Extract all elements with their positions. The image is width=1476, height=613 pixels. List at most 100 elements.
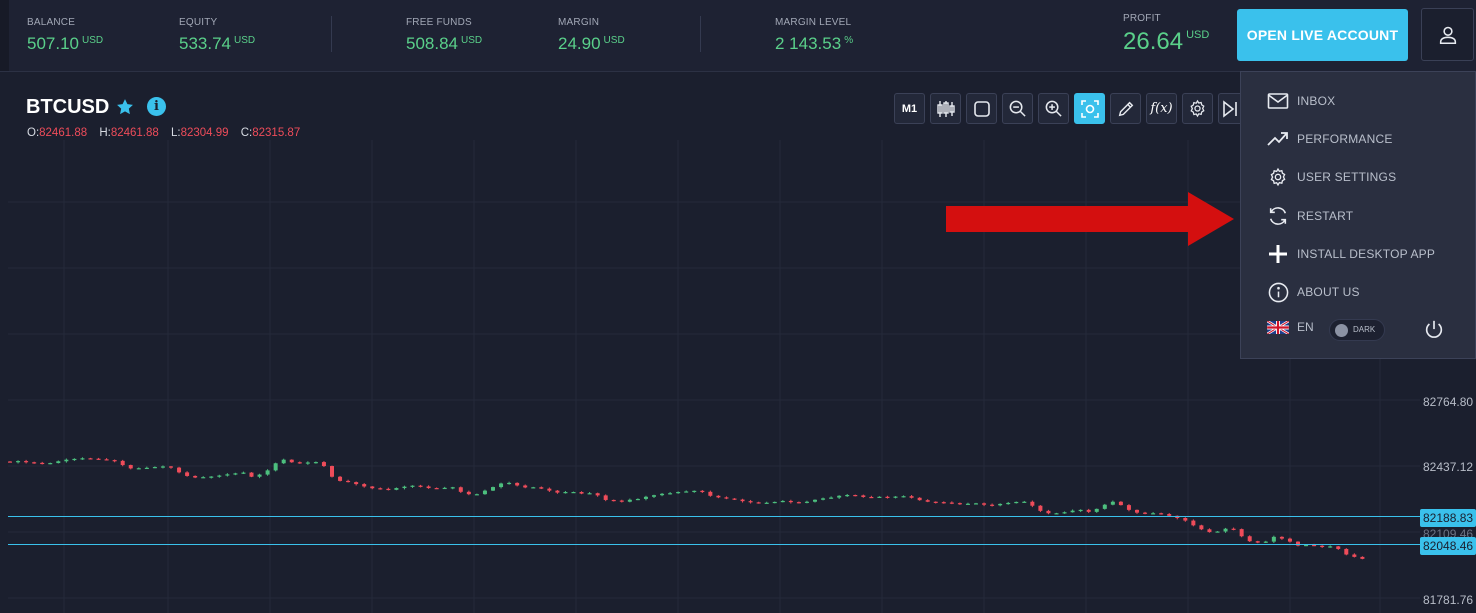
gear-icon	[1270, 167, 1286, 187]
candle-body	[330, 466, 334, 477]
fit-screen-button[interactable]	[1074, 93, 1105, 124]
candle-body	[394, 488, 399, 490]
candle-body	[370, 486, 375, 489]
candle-body	[321, 462, 326, 467]
candle-body	[523, 485, 528, 488]
candle-body	[1046, 510, 1051, 514]
candle-body	[909, 496, 914, 498]
y-tick-label: 82764.80	[1423, 395, 1474, 409]
candle-body	[748, 501, 753, 503]
candles-icon	[936, 100, 955, 117]
margin-level-stat: MARGIN LEVEL 2 143.53%	[775, 17, 853, 54]
candle-body	[1320, 545, 1325, 547]
user-menu-button[interactable]	[1421, 8, 1474, 61]
user-icon	[1439, 26, 1456, 44]
skip-to-end-button[interactable]	[1218, 93, 1240, 124]
menu-item-install-desktop-app[interactable]: INSTALL DESKTOP APP	[1267, 243, 1435, 265]
candle-body	[402, 486, 407, 489]
ohlc-value: 82461.88	[39, 127, 88, 139]
candle-body	[845, 494, 850, 497]
candle-body	[1360, 556, 1365, 559]
open-live-account-button[interactable]: OPEN LIVE ACCOUNT	[1237, 9, 1408, 61]
candle-body	[925, 500, 930, 502]
candle-body	[169, 466, 173, 468]
candle-body	[901, 496, 906, 498]
timeframe-button[interactable]: M1	[894, 93, 925, 124]
candle-body	[1328, 546, 1333, 548]
logout-button[interactable]	[1423, 319, 1445, 346]
margin-stat: MARGIN 24.90 USD	[558, 17, 625, 54]
candle-body	[249, 472, 254, 477]
profit-label: PROFIT	[1123, 13, 1161, 24]
trend-up-icon	[1267, 132, 1288, 146]
candle-body	[120, 460, 125, 466]
profit-unit: USD	[1186, 29, 1210, 41]
candle-body	[346, 480, 351, 483]
candle-body	[853, 494, 858, 497]
candle-body	[531, 487, 536, 489]
candle-body	[1006, 502, 1011, 505]
instrument-info-icon[interactable]: i	[147, 97, 166, 116]
candle-body	[869, 496, 874, 499]
uk-flag-icon	[1267, 320, 1289, 334]
theme-toggle[interactable]: DARK	[1329, 319, 1385, 341]
margin-value: 24.90	[558, 34, 601, 53]
zoom-out-button[interactable]	[1002, 93, 1033, 124]
candle-body	[1086, 509, 1091, 512]
balance-value: 507.10	[27, 34, 79, 53]
candle-body	[1167, 514, 1172, 516]
candle-body	[1287, 538, 1292, 542]
candle-body	[201, 477, 206, 479]
candle-body	[64, 459, 69, 462]
candle-body	[281, 459, 286, 464]
menu-item-user-settings[interactable]: USER SETTINGS	[1267, 166, 1396, 188]
candle-body	[56, 461, 61, 464]
candle-body	[1304, 544, 1309, 547]
menu-item-performance[interactable]: PERFORMANCE	[1267, 128, 1393, 150]
y-tick-label: 82437.12	[1423, 460, 1474, 474]
candle-body	[716, 495, 721, 498]
stat-divider	[331, 16, 332, 52]
shape-tool-button[interactable]	[966, 93, 997, 124]
menu-item-inbox[interactable]: INBOX	[1267, 90, 1335, 112]
candle-body	[209, 476, 214, 478]
candle-body	[48, 463, 53, 465]
zoom-in-button[interactable]	[1038, 93, 1069, 124]
chart-type-button[interactable]	[930, 93, 961, 124]
price-chart[interactable]	[0, 138, 1476, 613]
draw-tool-button[interactable]	[1110, 93, 1141, 124]
menu-item-about-us[interactable]: ABOUT US	[1267, 281, 1360, 303]
candle-body	[740, 499, 745, 502]
language-selector[interactable]: EN	[1267, 320, 1314, 334]
candle-body	[1223, 528, 1228, 532]
ohlc-key: L:	[170, 127, 181, 139]
timeframe-label: M1	[901, 102, 918, 115]
candle-body	[1030, 501, 1035, 506]
candle-body	[8, 461, 12, 463]
menu-item-restart[interactable]: RESTART	[1267, 205, 1353, 227]
user-dropdown-menu: INBOX PERFORMANCE USER SETTINGS RESTART …	[1240, 71, 1476, 359]
candle-body	[313, 462, 318, 464]
candle-body	[1191, 520, 1196, 526]
power-icon	[1425, 320, 1443, 338]
candle-body	[96, 458, 101, 460]
candle-body	[1336, 546, 1341, 549]
candle-body	[128, 465, 133, 469]
chart-settings-button[interactable]	[1182, 93, 1213, 124]
favorite-star-icon[interactable]	[115, 97, 135, 122]
candle-body	[1159, 513, 1164, 515]
candle-body	[933, 501, 938, 503]
square-icon	[973, 100, 990, 117]
indicators-button[interactable]: f(x)	[1146, 93, 1177, 124]
candle-body	[1199, 525, 1204, 530]
candle-body	[579, 492, 584, 494]
menu-item-label: RESTART	[1297, 209, 1354, 223]
profit-stat: PROFIT 26.64 USD	[1123, 13, 1209, 56]
candle-body	[297, 462, 302, 464]
candle-body	[265, 470, 270, 475]
equity-unit: USD	[234, 35, 256, 46]
candle-body	[80, 458, 85, 460]
candle-body	[829, 497, 834, 499]
candle-body	[957, 503, 962, 505]
candle-body	[434, 488, 439, 490]
